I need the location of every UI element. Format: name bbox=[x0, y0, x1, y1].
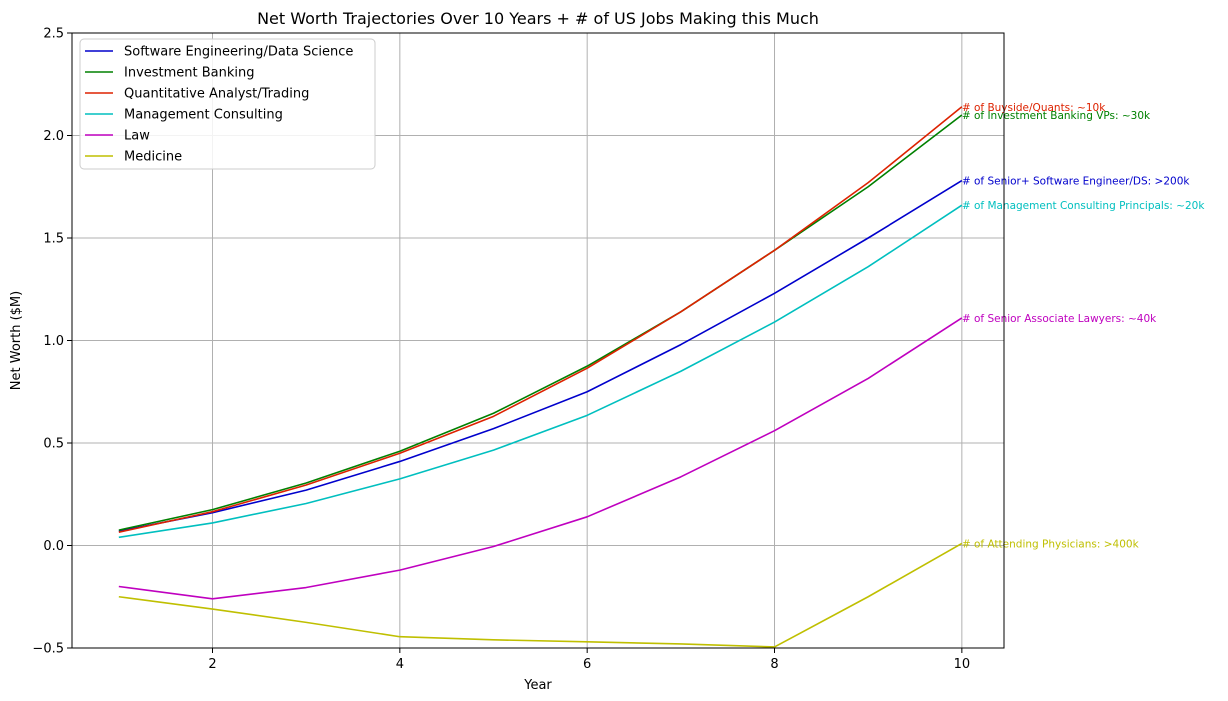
x-axis-label: Year bbox=[523, 678, 552, 693]
annotation-label: # of Attending Physicians: >400k bbox=[962, 538, 1140, 550]
chart-title: Net Worth Trajectories Over 10 Years + #… bbox=[257, 9, 819, 28]
y-tick-label: 2.5 bbox=[43, 27, 64, 42]
y-tick-label: 1.5 bbox=[43, 232, 64, 247]
y-tick-label: 2.0 bbox=[43, 129, 64, 144]
legend-entry-label: Law bbox=[124, 129, 150, 144]
series-line-2 bbox=[118, 106, 963, 533]
y-axis-ticks: −0.5 0.0 0.5 1.0 1.5 2.0 2.5 bbox=[32, 27, 72, 657]
y-axis-label: Net Worth ($M) bbox=[9, 291, 24, 390]
legend-entry-label: Software Engineering/Data Science bbox=[124, 45, 353, 60]
x-tick-label: 6 bbox=[583, 657, 591, 672]
series-line-0 bbox=[118, 179, 963, 532]
annotation-label: # of Senior+ Software Engineer/DS: >200k bbox=[962, 176, 1191, 188]
series-line-4 bbox=[118, 317, 963, 600]
y-tick-label: −0.5 bbox=[32, 642, 64, 657]
series-line-5 bbox=[118, 542, 963, 648]
x-tick-label: 8 bbox=[770, 657, 778, 672]
legend-entry-label: Management Consulting bbox=[124, 108, 283, 123]
y-tick-label: 1.0 bbox=[43, 334, 64, 349]
legend-entry-label: Medicine bbox=[124, 150, 182, 165]
x-tick-label: 4 bbox=[396, 657, 404, 672]
annotation-label: # of Buyside/Quants: ~10k bbox=[962, 102, 1106, 114]
annotation-label: # of Management Consulting Principals: ~… bbox=[962, 200, 1205, 212]
x-tick-label: 2 bbox=[208, 657, 216, 672]
end-annotations: # of Buyside/Quants: ~10k# of Investment… bbox=[962, 102, 1205, 551]
annotation-label: # of Investment Banking VPs: ~30k bbox=[962, 110, 1151, 122]
legend-entry-label: Investment Banking bbox=[124, 66, 255, 81]
grid-lines bbox=[72, 32, 1004, 649]
series-line-3 bbox=[118, 204, 963, 539]
legend-box bbox=[79, 38, 376, 170]
x-tick-label: 10 bbox=[954, 657, 971, 672]
y-tick-label: 0.0 bbox=[43, 539, 64, 554]
legend-entry-label: Quantitative Analyst/Trading bbox=[124, 87, 309, 102]
y-tick-label: 0.5 bbox=[43, 437, 64, 452]
annotation-label: # of Senior Associate Lawyers: ~40k bbox=[962, 313, 1157, 325]
series-lines bbox=[118, 106, 963, 648]
series-line-1 bbox=[118, 114, 963, 531]
legend: Software Engineering/Data Science Investm… bbox=[79, 38, 376, 170]
x-axis-ticks: 2 4 6 8 10 bbox=[208, 648, 970, 672]
